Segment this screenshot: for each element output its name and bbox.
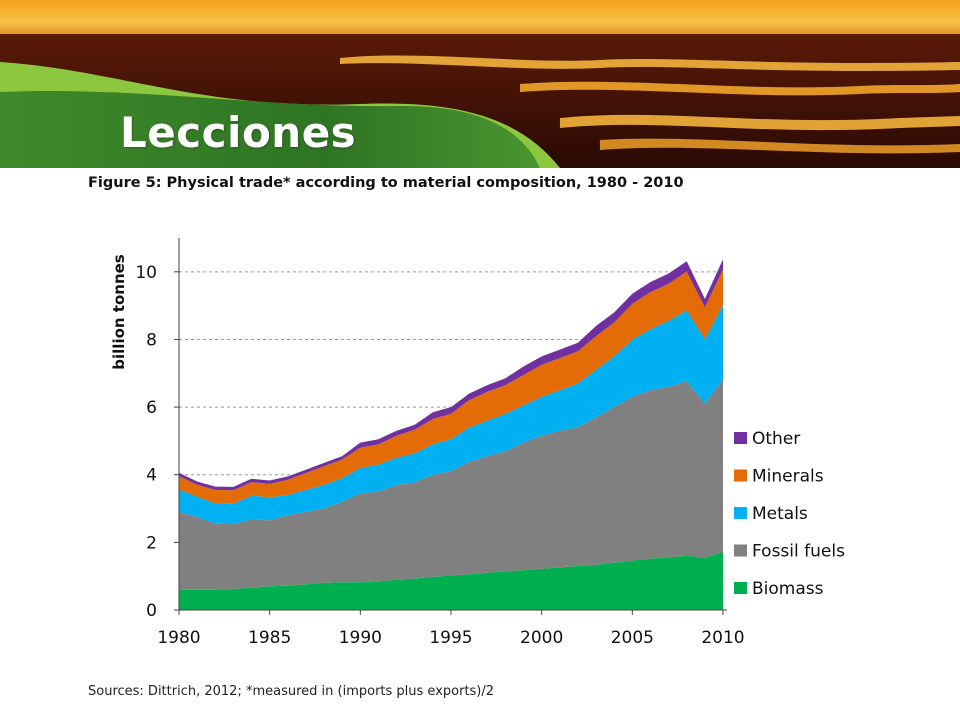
legend-swatch-minerals — [734, 469, 747, 482]
area-metals — [179, 305, 723, 525]
y-tick-label: 8 — [146, 330, 157, 350]
legend-swatch-biomass — [734, 582, 747, 594]
x-tick-label: 1995 — [429, 628, 472, 648]
slide-title: Lecciones — [120, 108, 357, 157]
source-note: Sources: Dittrich, 2012; *measured in (i… — [88, 684, 495, 699]
legend-swatch-metals — [734, 507, 747, 519]
area-other — [179, 259, 723, 491]
x-tick-label: 2010 — [701, 628, 744, 648]
y-axis-title: billion tonnes — [110, 254, 128, 370]
legend-label-fossil-fuels: Fossil fuels — [752, 542, 845, 562]
figure-title: Figure 5: Physical trade* according to m… — [88, 175, 684, 191]
legend-label-metals: Metals — [752, 504, 808, 524]
legend-label-biomass: Biomass — [752, 579, 824, 599]
x-tick-label: 2005 — [611, 628, 654, 648]
y-tick-label: 2 — [146, 533, 157, 553]
x-tick-label: 1985 — [248, 628, 291, 648]
legend-swatch-other — [734, 432, 747, 444]
x-tick-label: 1990 — [339, 628, 382, 648]
area-biomass — [179, 551, 723, 610]
area-fossil-fuels — [179, 379, 723, 590]
sunset-river-banner — [0, 0, 960, 168]
y-tick-label: 10 — [135, 263, 157, 283]
y-tick-label: 0 — [146, 601, 157, 621]
legend-label-other: Other — [752, 429, 800, 449]
x-tick-label: 2000 — [520, 628, 563, 648]
area-minerals — [179, 269, 723, 504]
x-tick-label: 1980 — [157, 628, 200, 648]
y-tick-label: 6 — [146, 398, 157, 418]
y-tick-label: 4 — [146, 466, 157, 486]
legend-label-minerals: Minerals — [752, 467, 824, 487]
legend-swatch-fossil-fuels — [734, 544, 747, 557]
